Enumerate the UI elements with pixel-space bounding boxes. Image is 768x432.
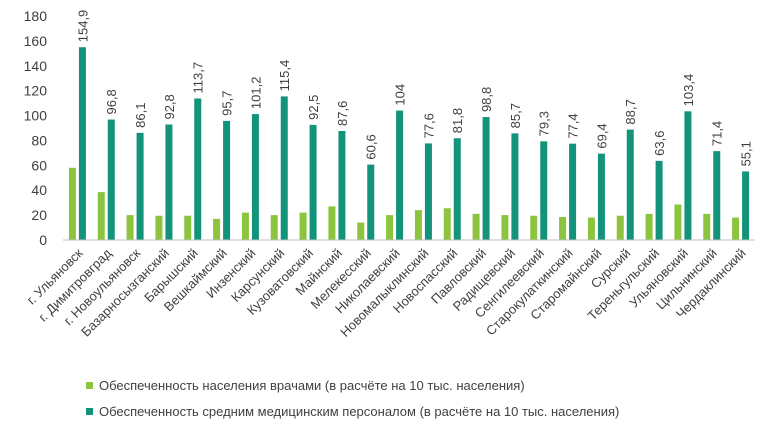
data-label: 79,3 xyxy=(537,111,552,136)
bar-doctors xyxy=(213,218,221,240)
bar-doctors xyxy=(328,206,336,240)
bar-doctors xyxy=(414,210,422,240)
legend-label-doctors: Обеспеченность населения врачами (в расч… xyxy=(99,378,525,393)
bar-nurses xyxy=(223,120,231,240)
bar-nurses xyxy=(338,130,346,240)
y-tick-label: 40 xyxy=(31,182,47,198)
y-tick-label: 100 xyxy=(24,108,48,124)
data-label: 154,9 xyxy=(75,10,90,43)
bar-doctors xyxy=(126,215,134,240)
data-labels: 154,9 96,8 86,1 92,8 113,7 95,7 101,2 115,4 92,5… xyxy=(75,10,753,167)
bars xyxy=(68,47,750,241)
bar-nurses xyxy=(367,164,375,240)
y-tick-label: 120 xyxy=(24,83,48,99)
bar-doctors xyxy=(559,216,567,240)
bar-doctors xyxy=(587,217,595,240)
bar-nurses xyxy=(453,138,461,240)
data-label: 103,4 xyxy=(681,74,696,107)
y-tick-label: 0 xyxy=(39,232,47,248)
bar-doctors xyxy=(501,215,509,240)
y-tick-label: 80 xyxy=(31,132,47,148)
data-label: 81,8 xyxy=(450,108,465,133)
data-label: 77,4 xyxy=(566,113,581,138)
bar-nurses xyxy=(107,119,115,240)
bar-nurses xyxy=(78,47,86,241)
y-tick-label: 180 xyxy=(24,8,48,24)
bar-doctors xyxy=(270,215,278,240)
legend-label-nurses: Обеспеченность средним медицинским персо… xyxy=(99,404,620,419)
data-label: 95,7 xyxy=(220,91,235,116)
bar-doctors xyxy=(68,167,76,240)
data-label: 115,4 xyxy=(277,60,292,92)
bar-nurses xyxy=(540,141,548,240)
data-label: 98,8 xyxy=(479,87,494,112)
data-label: 88,7 xyxy=(623,99,638,124)
data-label: 71,4 xyxy=(710,121,725,146)
bar-nurses xyxy=(165,124,173,240)
data-label: 92,8 xyxy=(162,94,177,119)
legend-swatch-doctors xyxy=(86,382,93,389)
data-label: 86,1 xyxy=(133,103,148,128)
bar-nurses xyxy=(684,111,692,240)
data-label: 55,1 xyxy=(739,141,754,166)
legend-swatch-nurses xyxy=(86,408,93,415)
bar-doctors xyxy=(299,212,307,240)
data-label: 92,5 xyxy=(306,95,321,120)
bar-doctors xyxy=(357,222,365,240)
data-label: 104 xyxy=(393,84,408,106)
bar-doctors xyxy=(386,215,394,240)
bar-nurses xyxy=(569,143,577,240)
bar-doctors xyxy=(241,212,249,240)
data-label: 63,6 xyxy=(652,131,667,156)
bar-nurses xyxy=(597,153,605,240)
data-label: 96,8 xyxy=(104,89,119,114)
bar-nurses xyxy=(251,114,259,240)
bar-nurses xyxy=(396,110,404,240)
y-tick-label: 160 xyxy=(24,33,48,49)
y-tick-label: 20 xyxy=(31,207,47,223)
bar-nurses xyxy=(482,117,490,240)
bar-doctors xyxy=(645,213,653,240)
bar-doctors xyxy=(155,215,163,240)
y-tick-label: 60 xyxy=(31,157,47,173)
bar-nurses xyxy=(309,124,317,240)
bar-nurses xyxy=(655,160,663,240)
data-label: 101,2 xyxy=(248,77,263,110)
bar-nurses xyxy=(511,133,519,240)
bar-nurses xyxy=(626,129,634,240)
bar-doctors xyxy=(703,213,711,240)
bar-nurses xyxy=(424,143,432,240)
bar-doctors xyxy=(674,204,682,240)
legend-item-nurses: Обеспеченность средним медицинским персо… xyxy=(86,404,619,419)
data-label: 77,6 xyxy=(421,113,436,138)
data-label: 113,7 xyxy=(191,62,206,94)
bar-nurses xyxy=(713,151,721,240)
bar-nurses xyxy=(136,132,144,240)
data-label: 69,4 xyxy=(594,123,609,148)
bar-doctors xyxy=(97,192,105,240)
bar-doctors xyxy=(184,215,192,240)
y-axis: 0 20 40 60 80 100 120 140 160 180 xyxy=(24,8,48,248)
bar-doctors xyxy=(616,215,624,240)
data-label: 85,7 xyxy=(508,103,523,128)
legend-item-doctors: Обеспеченность населения врачами (в расч… xyxy=(86,378,525,393)
bar-nurses xyxy=(742,171,750,240)
y-tick-label: 140 xyxy=(24,58,48,74)
bar-doctors xyxy=(472,213,480,240)
data-label: 60,6 xyxy=(364,134,379,159)
bar-doctors xyxy=(443,208,451,240)
bar-nurses xyxy=(194,98,202,240)
data-label: 87,6 xyxy=(335,101,350,126)
bar-doctors xyxy=(530,215,538,240)
bar-doctors xyxy=(732,217,740,240)
bar-nurses xyxy=(280,96,288,240)
